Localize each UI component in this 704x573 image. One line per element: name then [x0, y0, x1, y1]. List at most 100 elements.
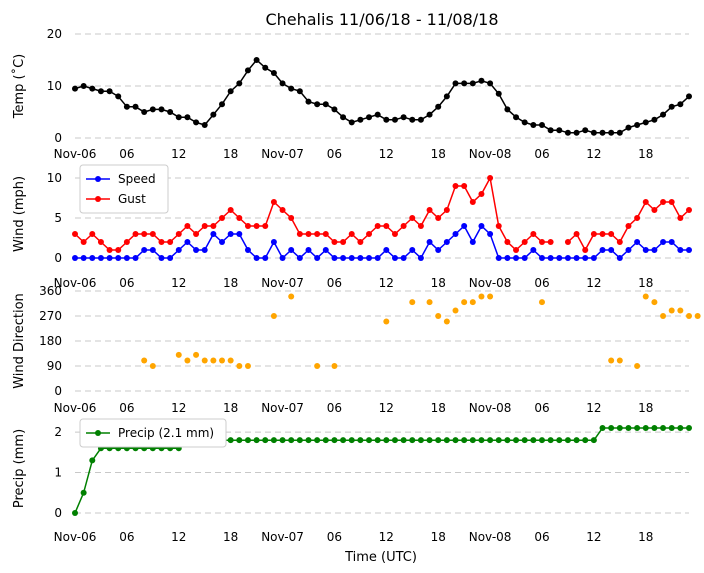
data-point — [305, 231, 312, 237]
y-tick-label: 0 — [54, 506, 62, 520]
legend-label: Speed — [118, 172, 156, 186]
data-point — [642, 119, 649, 126]
x-tick-label: 18 — [223, 276, 238, 290]
data-point — [80, 83, 87, 89]
data-point — [668, 103, 675, 110]
y-axis-label: Wind Direction — [12, 293, 27, 389]
data-point — [478, 223, 485, 229]
data-point — [461, 183, 468, 189]
y-axis-label: Wind (mph) — [12, 176, 27, 252]
data-point — [660, 199, 667, 205]
data-point — [106, 247, 113, 253]
data-point — [357, 255, 364, 261]
data-point — [521, 119, 528, 126]
data-point — [80, 489, 87, 496]
data-point — [625, 124, 632, 131]
legend-label: Precip (2.1 mm) — [118, 426, 214, 440]
x-tick-label: 06 — [119, 147, 134, 161]
data-point — [660, 425, 667, 432]
x-tick-label: 12 — [171, 147, 186, 161]
data-point — [634, 239, 641, 245]
legend-marker — [95, 430, 101, 436]
data-point — [383, 437, 390, 444]
x-tick-label: 12 — [586, 530, 601, 544]
data-point — [89, 255, 96, 261]
data-point — [314, 255, 321, 261]
data-point — [686, 207, 692, 213]
data-point — [573, 437, 580, 444]
data-point — [141, 357, 148, 364]
data-point — [513, 114, 520, 121]
data-point — [383, 223, 390, 229]
data-point — [296, 88, 303, 95]
data-point — [677, 215, 684, 221]
data-point — [279, 255, 286, 261]
data-point — [443, 318, 450, 325]
data-point — [487, 231, 494, 237]
data-point — [495, 223, 502, 229]
data-point — [461, 299, 468, 306]
y-tick-label: 180 — [39, 334, 62, 348]
data-point — [686, 247, 692, 253]
data-point — [564, 255, 571, 261]
data-point — [236, 80, 243, 87]
data-point — [426, 299, 433, 306]
data-point — [236, 215, 243, 221]
data-point — [417, 223, 424, 229]
data-point — [89, 457, 96, 464]
data-point — [677, 425, 684, 432]
data-point — [357, 116, 364, 123]
x-tick-label: 18 — [638, 401, 653, 415]
data-point — [530, 247, 537, 253]
data-point — [582, 247, 589, 253]
data-point — [366, 114, 373, 121]
series-line — [74, 58, 690, 134]
data-point — [409, 215, 416, 221]
data-point — [461, 80, 468, 87]
data-point — [461, 223, 468, 229]
data-point — [288, 293, 295, 300]
data-point — [504, 239, 511, 245]
data-point — [270, 313, 277, 319]
data-point — [582, 127, 589, 134]
data-point — [616, 357, 623, 364]
data-point — [677, 247, 684, 253]
data-point — [305, 437, 312, 444]
data-point — [556, 127, 563, 134]
data-point — [184, 223, 191, 229]
data-point — [504, 255, 511, 261]
data-point — [530, 437, 537, 444]
data-point — [201, 122, 208, 128]
data-point — [478, 191, 485, 197]
data-point — [590, 437, 597, 444]
data-point — [409, 299, 416, 306]
data-point — [383, 318, 390, 325]
data-point — [158, 106, 165, 113]
data-point — [374, 111, 381, 118]
data-point — [322, 231, 329, 237]
x-tick-label: 18 — [431, 401, 446, 415]
y-tick-label: 360 — [39, 284, 62, 298]
data-point — [296, 231, 303, 237]
x-axis-label: Time (UTC) — [344, 550, 417, 565]
data-point — [193, 247, 200, 253]
data-point — [270, 239, 277, 245]
data-point — [175, 114, 182, 121]
data-point — [538, 437, 545, 444]
data-point — [487, 175, 494, 181]
data-point — [634, 363, 641, 369]
data-point — [521, 239, 528, 245]
data-point — [642, 293, 649, 300]
data-point — [426, 207, 433, 213]
data-point — [253, 255, 260, 261]
data-point — [219, 239, 226, 245]
x-tick-label: 12 — [379, 401, 394, 415]
data-point — [72, 510, 78, 516]
data-point — [357, 239, 364, 245]
data-point — [193, 119, 200, 126]
data-point — [530, 122, 537, 128]
data-point — [288, 85, 295, 92]
x-tick-label: 06 — [327, 401, 342, 415]
data-point — [97, 239, 104, 245]
data-point — [547, 437, 554, 444]
